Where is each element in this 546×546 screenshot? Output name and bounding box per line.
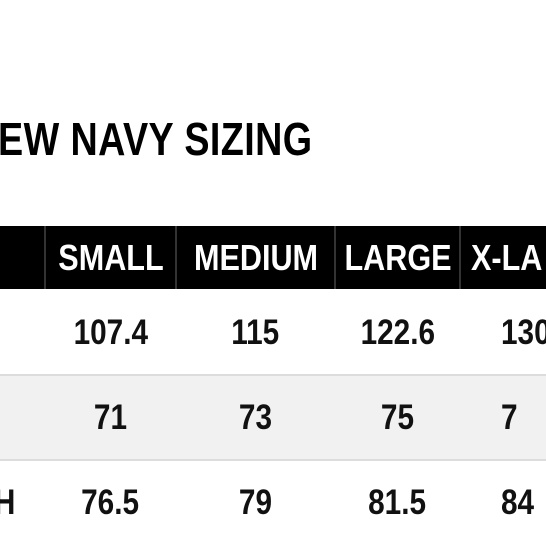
data-cell: 107.4 — [46, 290, 175, 375]
data-cell-text: 115 — [231, 312, 280, 352]
data-cell: 122.6 — [336, 290, 459, 375]
data-cell: 7 — [461, 375, 546, 460]
title: EW NAVY SIZING — [0, 113, 313, 165]
data-cell-text: 122.6 — [360, 312, 435, 352]
data-cell-text: 130 — [501, 312, 546, 352]
header-cell: LARGE — [336, 226, 459, 289]
data-cell: 79 — [177, 460, 334, 545]
data-cell-text: 76.5 — [81, 482, 140, 522]
header-cell: SMALL — [46, 226, 175, 289]
data-cell: 84 — [461, 460, 546, 545]
header-cell: X-LA — [461, 226, 546, 289]
data-cell-text: 81.5 — [368, 482, 427, 522]
column-divider — [334, 226, 336, 289]
data-cell: 75 — [336, 375, 459, 460]
row-label: H — [0, 460, 20, 545]
column-divider — [175, 226, 177, 289]
column-divider — [44, 226, 46, 289]
row-label-text: H — [0, 483, 16, 523]
data-cell: 76.5 — [46, 460, 175, 545]
data-cell: 115 — [177, 290, 334, 375]
data-cell: 73 — [177, 375, 334, 460]
header-cell-text: MEDIUM — [193, 236, 318, 278]
data-cell-text: 107.4 — [73, 312, 148, 352]
table-row — [0, 290, 546, 375]
data-cell-text: 75 — [380, 397, 415, 437]
table-header — [0, 226, 546, 289]
data-cell-text: 79 — [238, 482, 273, 522]
table-row — [0, 460, 546, 545]
row-separator — [0, 459, 546, 461]
data-cell-text: 71 — [93, 397, 128, 437]
data-cell-text: 73 — [238, 397, 273, 437]
header-cell-text: LARGE — [343, 236, 452, 278]
data-cell: 71 — [46, 375, 175, 460]
data-cell-text: 7 — [501, 397, 518, 437]
data-cell: 81.5 — [336, 460, 459, 545]
header-cell-text: X-LA — [471, 236, 543, 278]
row-separator — [0, 374, 546, 376]
data-cell: 130 — [461, 290, 546, 375]
header-cell: MEDIUM — [177, 226, 334, 289]
data-cell-text: 84 — [501, 482, 535, 522]
column-divider — [459, 226, 461, 289]
header-cell-text: SMALL — [57, 236, 164, 278]
table-row — [0, 375, 546, 460]
